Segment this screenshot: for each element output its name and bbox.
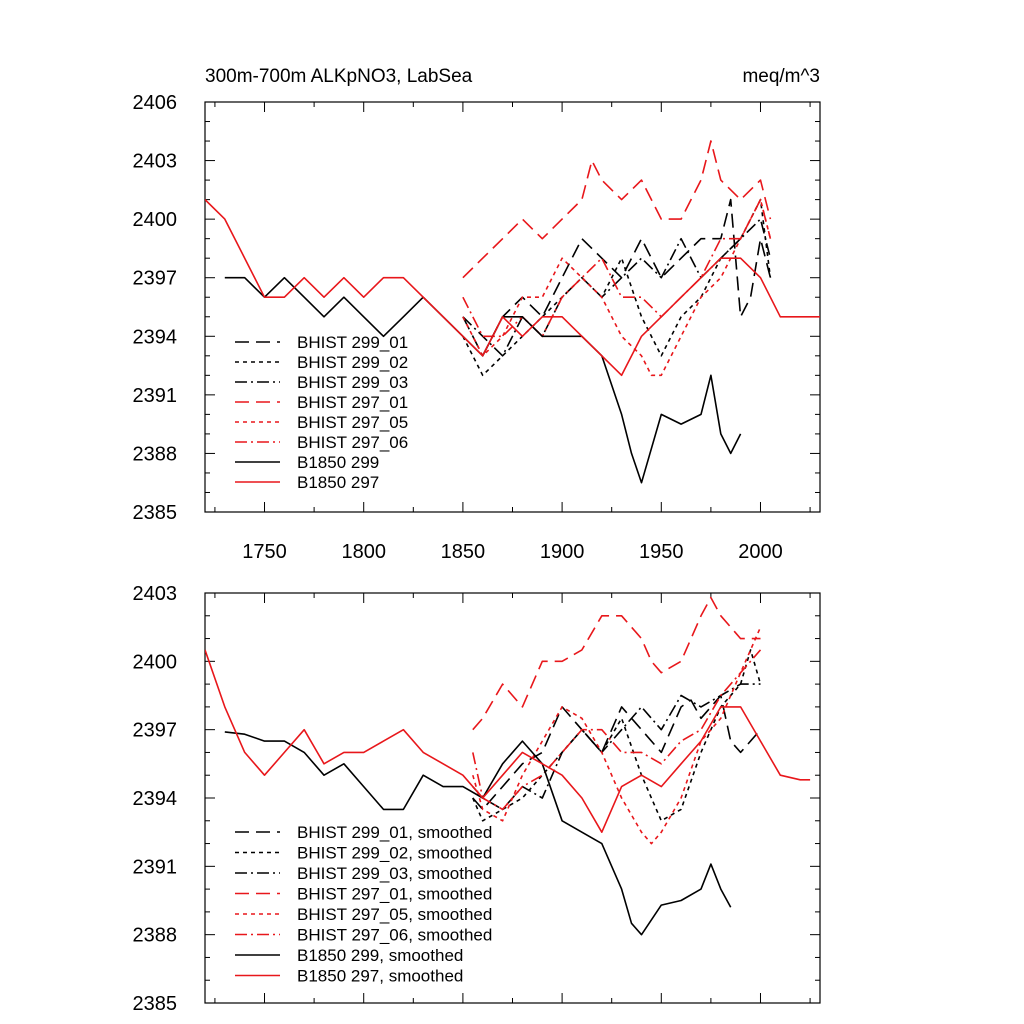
y-tick-label: 2403 — [133, 583, 178, 605]
y-tick-label: 2400 — [133, 651, 178, 673]
units-label: meq/m^3 — [742, 66, 820, 87]
y-tick-label: 2394 — [133, 788, 178, 810]
legend-entry: BHIST 299_03 — [297, 373, 408, 392]
x-tick-label: 1900 — [540, 541, 585, 563]
series-line — [462, 198, 772, 338]
y-tick-label: 2403 — [133, 151, 178, 173]
legend-entry: BHIST 297_05, smoothed — [297, 905, 492, 924]
legend-entry: BHIST 297_06 — [297, 433, 408, 452]
y-tick-label: 2400 — [133, 209, 178, 231]
y-tick-label: 2388 — [133, 925, 178, 947]
series-line — [462, 218, 772, 357]
legend-entry: BHIST 299_03, smoothed — [297, 864, 492, 883]
x-tick-label: 1950 — [639, 541, 684, 563]
chart-title: 300m-700m ALKpNO3, LabSea — [205, 66, 473, 87]
series-line — [224, 276, 742, 484]
series-line — [205, 649, 811, 834]
legend-entry: B1850 297 — [297, 473, 379, 492]
bottom-panel: 2385 2388 2391 2394 2397 2400 2403 BHIST 299_01… — [133, 583, 821, 1015]
y-tick-label: 2385 — [133, 502, 178, 524]
series-line — [472, 626, 762, 845]
x-tick-label: 1750 — [242, 541, 287, 563]
x-tick-label: 2000 — [738, 541, 783, 563]
series-line — [224, 731, 732, 936]
series-line — [462, 198, 772, 357]
series-line — [472, 596, 761, 731]
legend-entry: BHIST 297_05 — [297, 413, 408, 432]
series-line — [472, 649, 762, 822]
series-line — [205, 199, 820, 377]
legend-entry: BHIST 297_06, smoothed — [297, 926, 492, 945]
legend-entry: BHIST 299_02 — [297, 353, 408, 372]
series-line — [472, 649, 762, 811]
legend-entry: B1850 297, smoothed — [297, 967, 463, 986]
legend-entry: B1850 299, smoothed — [297, 946, 463, 965]
series-line — [462, 198, 772, 377]
y-tick-label: 2388 — [133, 443, 178, 465]
y-tick-label: 2397 — [133, 268, 178, 290]
y-tick-label: 2394 — [133, 326, 178, 348]
legend-entry: BHIST 299_01 — [297, 333, 408, 352]
legend-entry: BHIST 299_02, smoothed — [297, 844, 492, 863]
x-tick-label: 1800 — [341, 541, 386, 563]
y-tick-label: 2397 — [133, 720, 178, 742]
y-tick-label: 2406 — [133, 92, 178, 114]
legend-entry: BHIST 297_01, smoothed — [297, 885, 492, 904]
y-tick-label: 2391 — [133, 385, 178, 407]
series-line — [462, 140, 772, 279]
x-tick-label: 1850 — [441, 541, 486, 563]
top-panel: 300m-700m ALKpNO3, LabSea meq/m^3 2385 23… — [133, 66, 821, 563]
legend-entry: BHIST 297_01 — [297, 393, 408, 412]
y-tick-label: 2391 — [133, 856, 178, 878]
legend-entry: B1850 299 — [297, 453, 379, 472]
y-tick-label: 2385 — [133, 993, 178, 1015]
legend-entry: BHIST 299_01, smoothed — [297, 823, 492, 842]
